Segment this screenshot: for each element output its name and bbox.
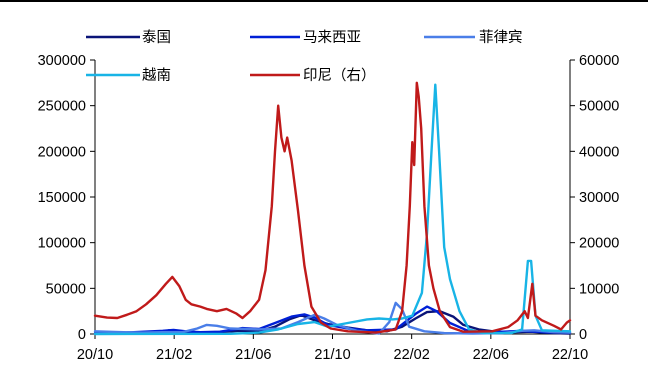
y-left-tick-label: 250000 <box>38 99 86 115</box>
x-tick-label: 20/10 <box>77 347 113 363</box>
y-right-tick-label: 20000 <box>579 236 619 252</box>
legend-label-indonesia: 印尼（右） <box>303 67 376 84</box>
y-left-tick-label: 200000 <box>38 144 86 160</box>
y-left-tick-label: 100000 <box>38 236 86 252</box>
series-layer <box>93 81 572 336</box>
y-left-tick-label: 300000 <box>38 53 86 69</box>
series-line-vietnam <box>93 83 572 336</box>
x-tick-label: 22/06 <box>473 347 509 363</box>
legend-label-malaysia: 马来西亚 <box>303 29 361 46</box>
y-left-tick-label: 0 <box>78 327 86 343</box>
x-tick-label: 21/06 <box>235 347 271 363</box>
y-right-tick-label: 50000 <box>579 99 619 115</box>
y-right-tick-label: 40000 <box>579 144 619 160</box>
legend-label-vietnam: 越南 <box>142 67 171 84</box>
y-right-tick-label: 60000 <box>579 53 619 69</box>
legend-label-philippines: 菲律宾 <box>479 29 523 46</box>
legend-label-thailand: 泰国 <box>142 29 171 46</box>
y-right-tick-label: 0 <box>579 327 587 343</box>
x-tick-label: 22/10 <box>552 347 588 363</box>
x-tick-label: 21/10 <box>314 347 350 363</box>
series-line-indonesia <box>93 81 572 334</box>
y-left-tick-label: 50000 <box>46 281 86 297</box>
series-line-malaysia <box>93 305 572 335</box>
y-right-tick-label: 30000 <box>579 190 619 206</box>
y-right-tick-label: 10000 <box>579 281 619 297</box>
axes: 0 50000 100000 150000 200000 250000 300000 0 100… <box>38 53 620 363</box>
x-tick-label: 21/02 <box>156 347 192 363</box>
y-left-tick-label: 150000 <box>38 190 86 206</box>
x-tick-label: 22/02 <box>394 347 430 363</box>
